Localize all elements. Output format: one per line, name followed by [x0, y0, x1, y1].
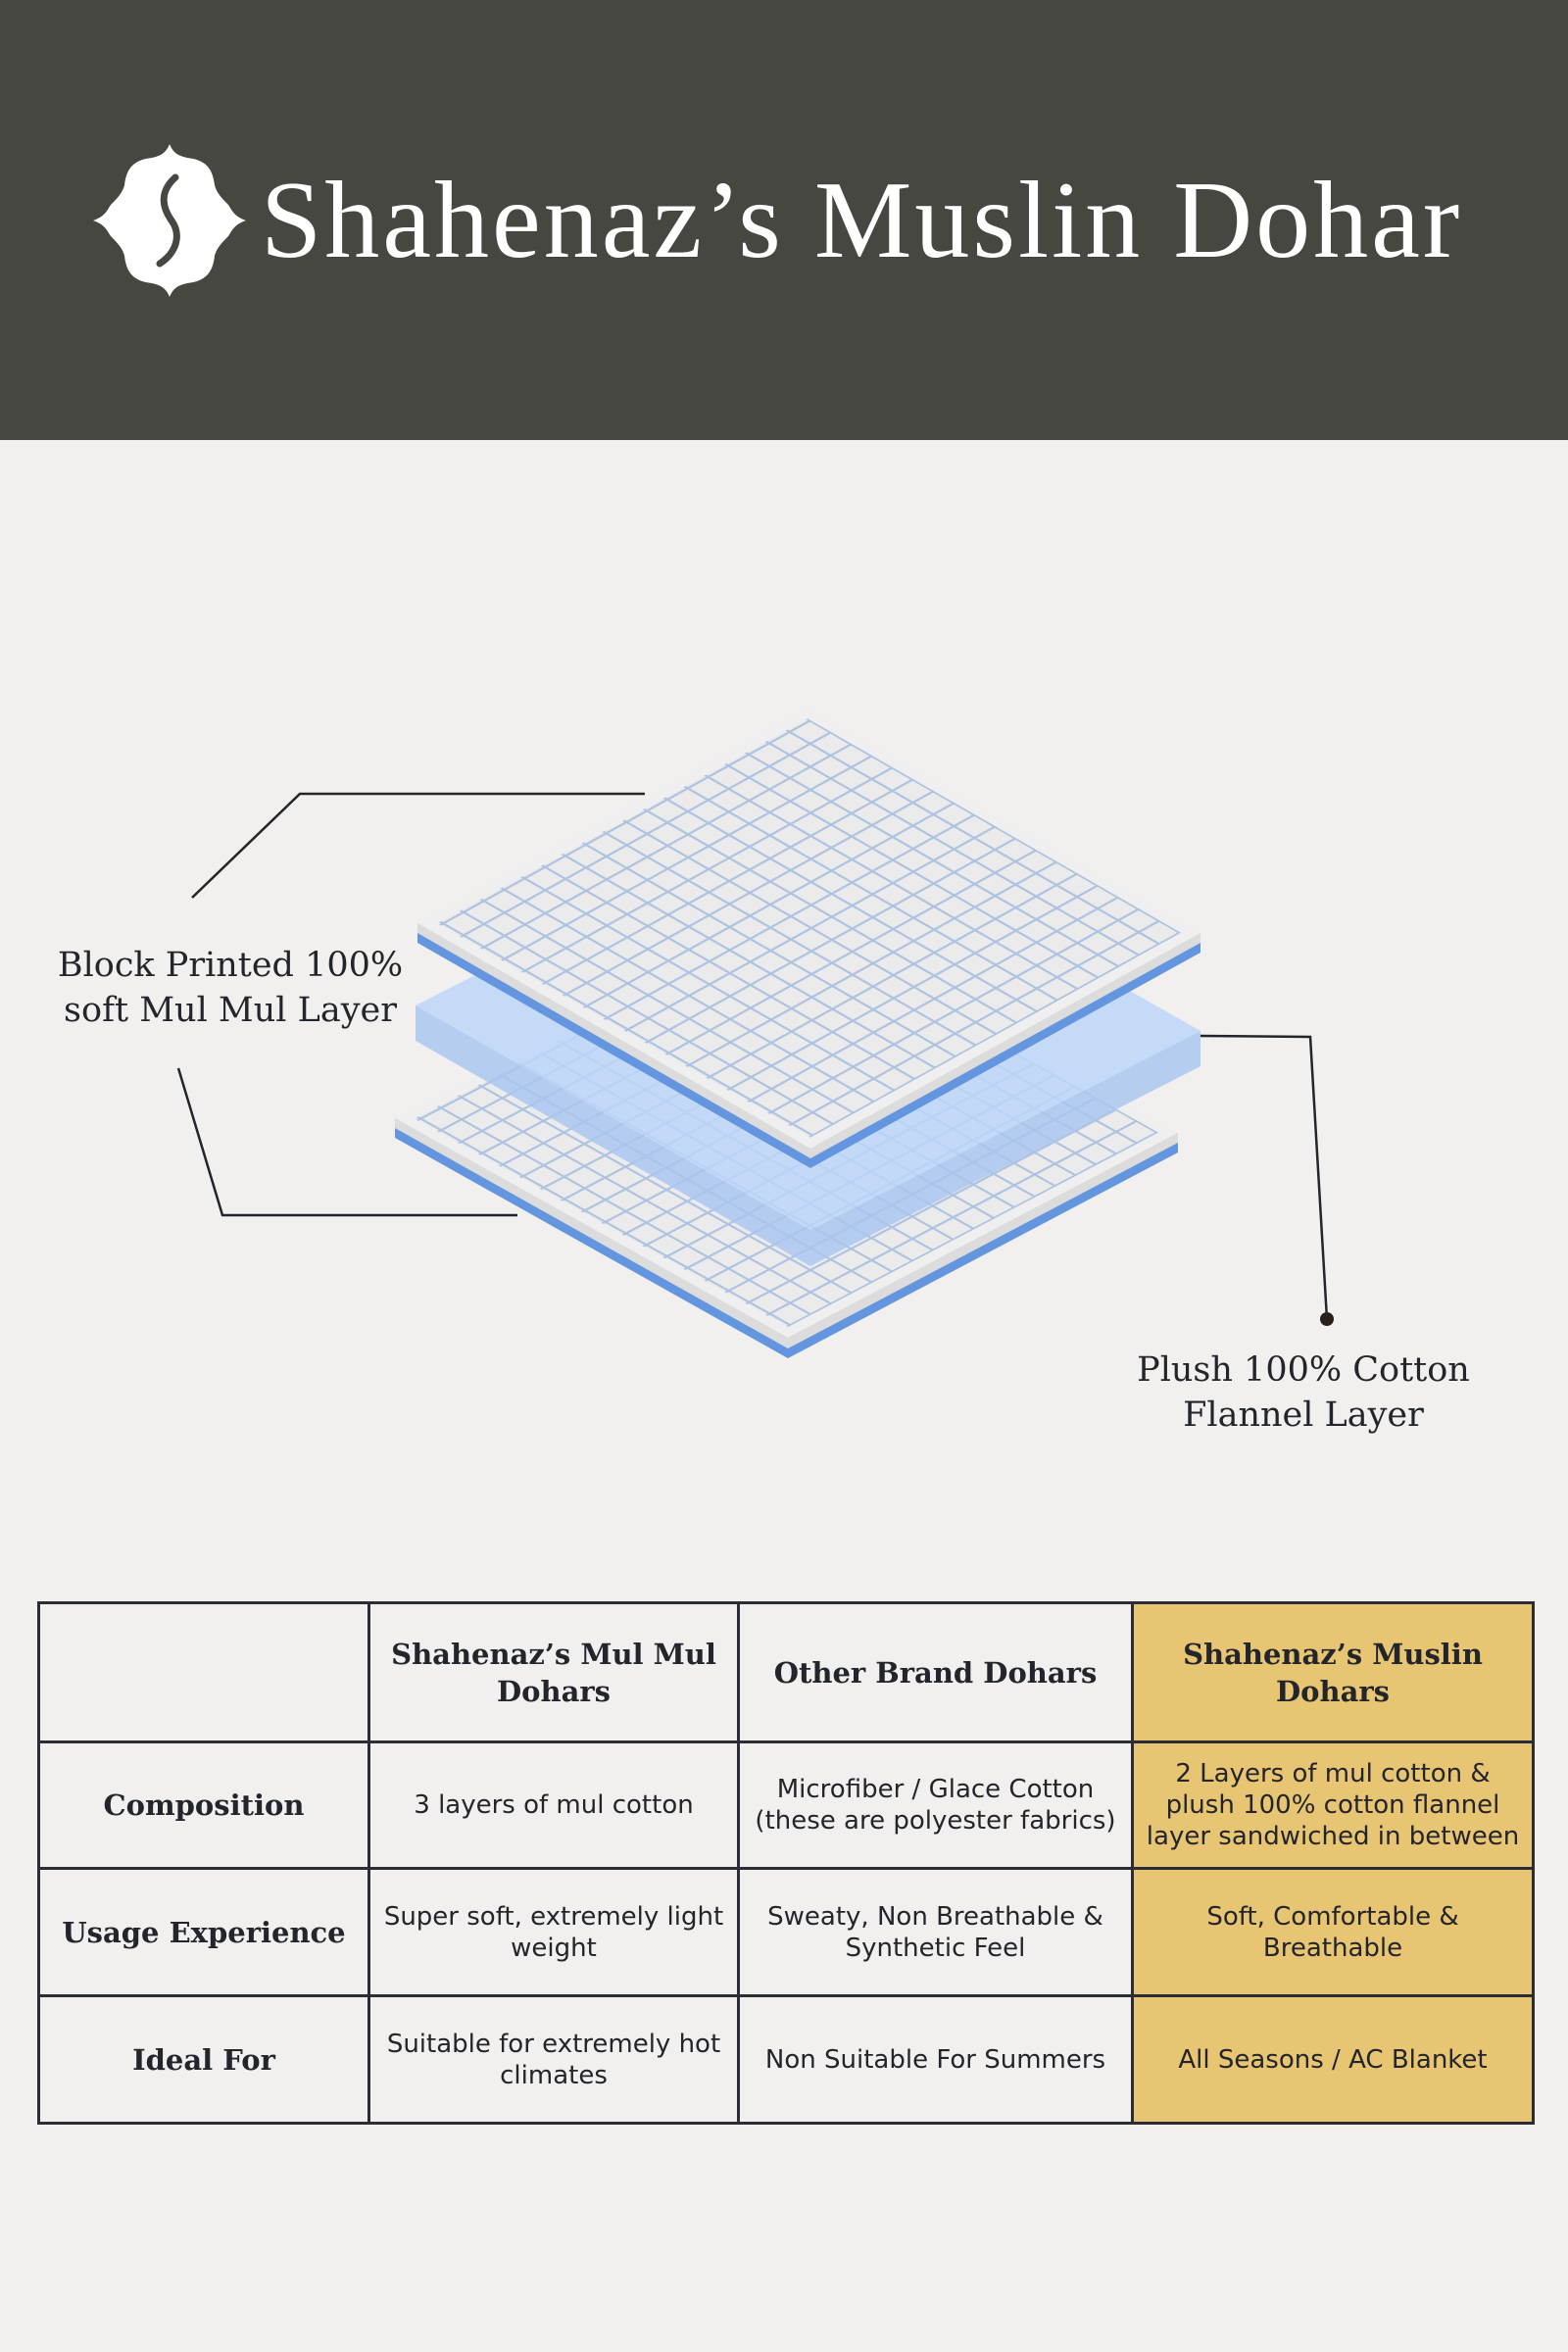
page-title: Shahenaz’s Muslin Dohar	[261, 160, 1463, 281]
table-header-row: Shahenaz’s Mul Mul Dohars Other Brand Do…	[37, 1601, 1535, 1743]
header-cell: Shahenaz’s Mul Mul Dohars	[368, 1601, 740, 1743]
callout-line-flannel	[1200, 1034, 1329, 1320]
table-cell: Super soft, extremely light weight	[368, 1867, 740, 1997]
callout-dot	[1320, 1312, 1334, 1326]
header-cell-empty	[37, 1601, 370, 1743]
header-cell-highlight: Shahenaz’s Muslin Dohars	[1131, 1601, 1535, 1743]
table-row: Composition 3 layers of mul cotton Micro…	[37, 1740, 1535, 1870]
row-label: Usage Experience	[37, 1867, 370, 1997]
callout-text: Block Printed 100%	[57, 946, 404, 985]
row-label: Ideal For	[37, 1994, 370, 2125]
table-cell: 3 layers of mul cotton	[368, 1740, 740, 1870]
comparison-table: Shahenaz’s Mul Mul Dohars Other Brand Do…	[37, 1601, 1535, 2125]
layers-illustration	[176, 707, 1334, 1358]
table-row: Ideal For Suitable for extremely hot cli…	[37, 1994, 1535, 2125]
table-cell-highlight: All Seasons / AC Blanket	[1131, 1994, 1535, 2125]
callout-text: Plush 100% Cotton	[1137, 1350, 1470, 1390]
table-cell: Non Suitable For Summers	[737, 1994, 1134, 2125]
mul-layer-callout: Block Printed 100% soft Mul Mul Layer	[39, 943, 421, 1033]
header-banner: Shahenaz’s Muslin Dohar	[0, 0, 1568, 440]
callout-text: Flannel Layer	[1183, 1396, 1424, 1435]
callout-text: soft Mul Mul Layer	[64, 991, 397, 1030]
table-cell: Sweaty, Non Breathable & Synthetic Feel	[737, 1867, 1134, 1997]
header-cell: Other Brand Dohars	[737, 1601, 1134, 1743]
table-cell: Suitable for extremely hot climates	[368, 1994, 740, 2125]
flannel-layer-callout: Plush 100% Cotton Flannel Layer	[1088, 1348, 1519, 1438]
callout-line-bottom	[176, 1067, 517, 1217]
table-cell: Microfiber / Glace Cotton (these are pol…	[737, 1740, 1134, 1870]
callout-line-top	[191, 792, 645, 899]
table-row: Usage Experience Super soft, extremely l…	[37, 1867, 1535, 1997]
top-mul-layer	[417, 707, 1201, 1168]
row-label: Composition	[37, 1740, 370, 1870]
logo-icon	[93, 144, 246, 297]
table-cell-highlight: 2 Layers of mul cotton & plush 100% cott…	[1131, 1740, 1535, 1870]
table-cell-highlight: Soft, Comfortable & Breathable	[1131, 1867, 1535, 1997]
